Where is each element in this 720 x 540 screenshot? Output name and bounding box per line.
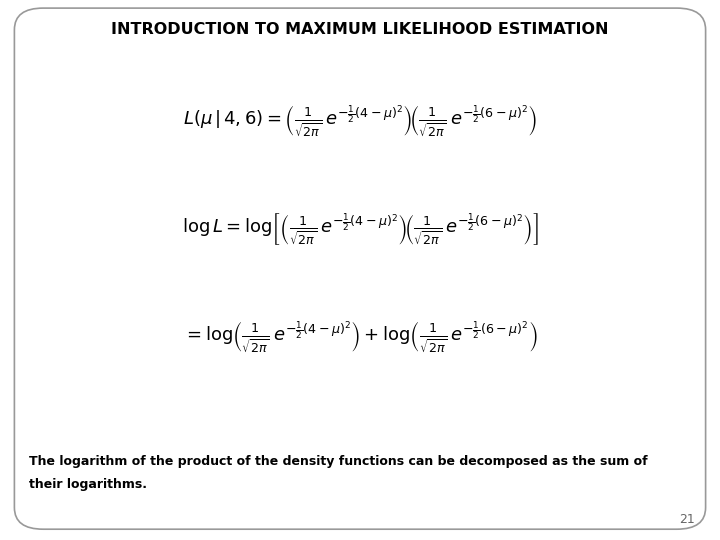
Text: their logarithms.: their logarithms. bbox=[29, 478, 147, 491]
Text: 21: 21 bbox=[679, 513, 695, 526]
Text: $\log L = \log\!\left[\left(\frac{1}{\sqrt{2\pi}}\, e^{-\frac{1}{2}(4-\mu)^{2}}\: $\log L = \log\!\left[\left(\frac{1}{\sq… bbox=[181, 212, 539, 247]
Text: $= \log\!\left(\frac{1}{\sqrt{2\pi}}\, e^{-\frac{1}{2}(4-\mu)^{2}}\right) + \log: $= \log\!\left(\frac{1}{\sqrt{2\pi}}\, e… bbox=[183, 320, 537, 355]
Text: The logarithm of the product of the density functions can be decomposed as the s: The logarithm of the product of the dens… bbox=[29, 455, 647, 468]
Text: $L(\mu\,|\,4,6) = \left(\frac{1}{\sqrt{2\pi}}\, e^{-\frac{1}{2}(4-\mu)^{2}}\righ: $L(\mu\,|\,4,6) = \left(\frac{1}{\sqrt{2… bbox=[183, 104, 537, 139]
FancyBboxPatch shape bbox=[14, 8, 706, 529]
Text: INTRODUCTION TO MAXIMUM LIKELIHOOD ESTIMATION: INTRODUCTION TO MAXIMUM LIKELIHOOD ESTIM… bbox=[112, 22, 608, 37]
